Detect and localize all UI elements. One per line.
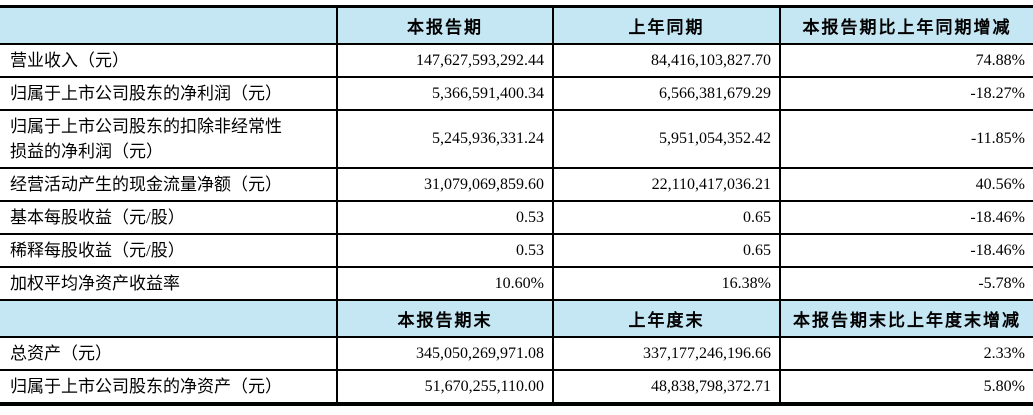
current-period-cell: 10.60%: [336, 266, 554, 301]
row-label-cell: 加权平均净资产收益率: [0, 266, 338, 301]
header-blank-cell: [0, 5, 338, 45]
change-cell: -18.46%: [779, 233, 1033, 268]
change-cell: -18.27%: [779, 76, 1033, 111]
change-cell: -5.78%: [779, 266, 1033, 301]
current-period-cell: 51,670,255,110.00: [336, 369, 554, 405]
table-row: 归属于上市公司股东的净利润（元） 5,366,591,400.34 6,566,…: [0, 76, 1033, 111]
change-cell: 2.33%: [779, 336, 1033, 371]
header-prior-period: 上年同期: [552, 5, 781, 45]
row-label-cell: 总资产（元）: [0, 336, 338, 371]
change-cell: 74.88%: [779, 43, 1033, 78]
prior-period-cell: 337,177,246,196.66: [552, 336, 781, 371]
current-period-cell: 147,627,593,292.44: [336, 43, 554, 78]
financial-summary-table: 本报告期 上年同期 本报告期比上年同期增减 营业收入（元） 147,627,59…: [0, 5, 1033, 406]
header-current-period: 本报告期: [336, 5, 554, 45]
table-row: 经营活动产生的现金流量净额（元） 31,079,069,859.60 22,11…: [0, 167, 1033, 202]
table-row: 总资产（元） 345,050,269,971.08 337,177,246,19…: [0, 336, 1033, 371]
row-label-cell: 经营活动产生的现金流量净额（元）: [0, 167, 338, 202]
row-label-cell: 基本每股收益（元/股）: [0, 200, 338, 235]
header-current-period-end: 本报告期末: [336, 299, 554, 338]
header-period-change: 本报告期比上年同期增减: [779, 5, 1033, 45]
prior-period-cell: 16.38%: [552, 266, 781, 301]
change-cell: 40.56%: [779, 167, 1033, 202]
prior-period-cell: 0.65: [552, 233, 781, 268]
current-period-cell: 0.53: [336, 200, 554, 235]
prior-period-cell: 22,110,417,036.21: [552, 167, 781, 202]
change-cell: -11.85%: [779, 109, 1033, 169]
row-label-cell: 营业收入（元）: [0, 43, 338, 78]
prior-period-cell: 0.65: [552, 200, 781, 235]
prior-period-cell: 48,838,798,372.71: [552, 369, 781, 405]
row-label-cell: 归属于上市公司股东的净资产（元）: [0, 369, 338, 405]
row-label-cell: 归属于上市公司股东的净利润（元）: [0, 76, 338, 111]
change-cell: -18.46%: [779, 200, 1033, 235]
row-label-cell: 归属于上市公司股东的扣除非经常性 损益的净利润（元）: [0, 109, 338, 169]
header-prior-year-end: 上年度末: [552, 299, 781, 338]
change-cell: 5.80%: [779, 369, 1033, 405]
table-row: 基本每股收益（元/股） 0.53 0.65 -18.46%: [0, 200, 1033, 235]
header-blank-cell: [0, 299, 338, 338]
table-row: 加权平均净资产收益率 10.60% 16.38% -5.78%: [0, 266, 1033, 301]
prior-period-cell: 84,416,103,827.70: [552, 43, 781, 78]
table-row: 归属于上市公司股东的净资产（元） 51,670,255,110.00 48,83…: [0, 369, 1033, 405]
current-period-cell: 5,245,936,331.24: [336, 109, 554, 169]
prior-period-cell: 5,951,054,352.42: [552, 109, 781, 169]
current-period-cell: 31,079,069,859.60: [336, 167, 554, 202]
current-period-cell: 345,050,269,971.08: [336, 336, 554, 371]
table-header-row-period: 本报告期 上年同期 本报告期比上年同期增减: [0, 5, 1033, 45]
current-period-cell: 0.53: [336, 233, 554, 268]
row-label-cell: 稀释每股收益（元/股）: [0, 233, 338, 268]
header-period-end-change: 本报告期末比上年度末增减: [779, 299, 1033, 338]
prior-period-cell: 6,566,381,679.29: [552, 76, 781, 111]
table-row: 归属于上市公司股东的扣除非经常性 损益的净利润（元） 5,245,936,331…: [0, 109, 1033, 169]
table-row: 稀释每股收益（元/股） 0.53 0.65 -18.46%: [0, 233, 1033, 268]
table-row: 营业收入（元） 147,627,593,292.44 84,416,103,82…: [0, 43, 1033, 78]
current-period-cell: 5,366,591,400.34: [336, 76, 554, 111]
table-header-row-period-end: 本报告期末 上年度末 本报告期末比上年度末增减: [0, 299, 1033, 338]
